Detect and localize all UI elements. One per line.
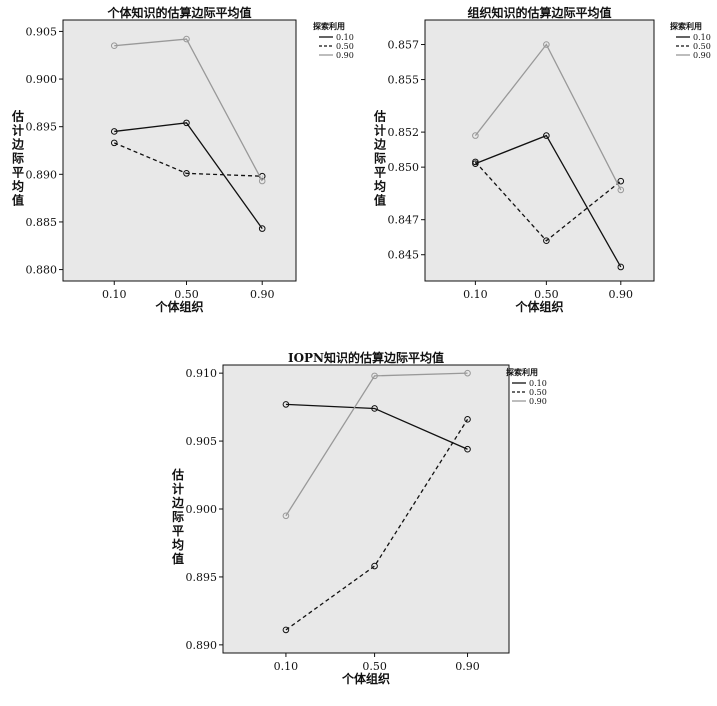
legend-item: 0.90: [693, 51, 711, 60]
chart-title: 个体知识的估算边际平均值: [106, 5, 251, 20]
legend-title: 探索利用: [313, 21, 345, 31]
y-tick-label: 0.880: [26, 264, 58, 277]
y-tick-label: 0.852: [388, 126, 420, 139]
y-tick-label: 0.855: [388, 74, 420, 87]
legend-item: 0.10: [693, 33, 711, 42]
x-tick-label: 0.50: [174, 288, 199, 301]
data-point: [472, 158, 479, 166]
chart-panel-2: 组织知识的估算边际平均值 0.845 0.847 0.850 0.852 0.855 0.8…: [373, 5, 711, 314]
data-point: [617, 186, 625, 194]
series-line-0-90: [474, 43, 622, 191]
data-point: [617, 263, 625, 271]
data-point: [282, 512, 290, 520]
data-point: [464, 445, 471, 453]
data-point: [472, 132, 479, 139]
x-axis-title: 个体组织: [514, 299, 563, 314]
y-tick-label: 0.850: [388, 161, 420, 174]
legend-title: 探索利用: [670, 21, 702, 31]
legend-item: 0.50: [529, 388, 547, 397]
data-point: [543, 41, 550, 48]
data-point: [282, 626, 290, 634]
x-tick-label: 0.50: [534, 288, 559, 301]
chart-panel-3: IOPN知识的估算边际平均值 0.890 0.895 0.900 0.905 0.910 0…: [171, 350, 547, 686]
y-tick-label: 0.885: [26, 216, 58, 229]
x-tick-label: 0.10: [102, 288, 127, 301]
y-tick-label: 0.905: [186, 435, 218, 448]
y-tick-label: 0.900: [26, 73, 58, 86]
x-tick-label: 0.50: [362, 660, 387, 673]
legend-item: 0.90: [529, 397, 547, 406]
legend-item: 0.50: [336, 42, 354, 51]
legend-item: 0.90: [336, 51, 354, 60]
y-tick-label: 0.890: [186, 639, 218, 652]
y-tick-label: 0.900: [186, 503, 218, 516]
legend: 探索利用 0.100.500.90: [670, 21, 711, 60]
x-tick-label: 0.10: [463, 288, 488, 301]
x-axis-title: 个体组织: [341, 671, 390, 686]
y-axis-title: 估计边际平均值: [11, 109, 25, 208]
data-point: [110, 139, 118, 147]
legend: 探索利用 0.100.500.90: [506, 367, 547, 406]
legend-title: 探索利用: [506, 367, 538, 377]
data-point: [464, 369, 471, 377]
data-point: [183, 35, 190, 43]
series-line-0-50: [474, 161, 622, 242]
chart-title: IOPN知识的估算边际平均值: [288, 350, 444, 365]
y-tick-label: 0.895: [186, 571, 218, 584]
x-tick-label: 0.90: [250, 288, 275, 301]
series-line-0-50: [285, 418, 469, 631]
legend-item: 0.10: [529, 379, 547, 388]
data-point: [110, 128, 118, 135]
y-tick-label: 0.910: [186, 367, 218, 380]
y-axis-title: 估计边际平均值: [171, 467, 185, 566]
plot-area: [424, 19, 655, 282]
series-line-0-90: [114, 38, 263, 182]
data-point: [617, 177, 625, 185]
data-point: [183, 119, 190, 127]
data-point: [258, 225, 266, 232]
data-point: [543, 132, 550, 139]
series-line-0-10: [114, 122, 263, 229]
data-point: [543, 237, 550, 245]
y-tick-label: 0.847: [388, 214, 420, 227]
data-point: [183, 170, 190, 177]
data-point: [464, 416, 471, 423]
y-axis-title: 估计边际平均值: [373, 109, 387, 208]
series-line-0-10: [285, 403, 468, 450]
legend: 探索利用 0.100.500.90: [313, 21, 354, 60]
chart-title: 组织知识的估算边际平均值: [467, 5, 611, 20]
data-point: [282, 401, 290, 408]
legend-item: 0.10: [336, 33, 354, 42]
data-point: [110, 42, 118, 50]
y-tick-label: 0.895: [26, 121, 58, 134]
data-point: [258, 177, 266, 185]
chart-panel-1: 个体知识的估算边际平均值 0.880 0.885 0.890 0.895 0.900 0.9…: [11, 5, 354, 314]
y-tick-label: 0.905: [26, 25, 58, 38]
y-tick-label: 0.857: [388, 39, 420, 52]
series-line-0-10: [475, 134, 622, 268]
legend-item: 0.50: [693, 42, 711, 51]
y-tick-label: 0.890: [26, 168, 58, 181]
x-tick-label: 0.90: [609, 288, 634, 301]
plot-area: [62, 19, 297, 282]
data-point: [472, 160, 479, 167]
x-axis-title: 个体组织: [154, 299, 203, 314]
x-tick-label: 0.10: [274, 660, 299, 673]
data-point: [371, 405, 378, 412]
data-point: [371, 372, 378, 380]
series-line-0-90: [285, 372, 468, 517]
x-tick-label: 0.90: [455, 660, 480, 673]
y-tick-label: 0.845: [388, 249, 420, 262]
data-point: [371, 562, 378, 570]
series-line-0-50: [114, 142, 263, 177]
